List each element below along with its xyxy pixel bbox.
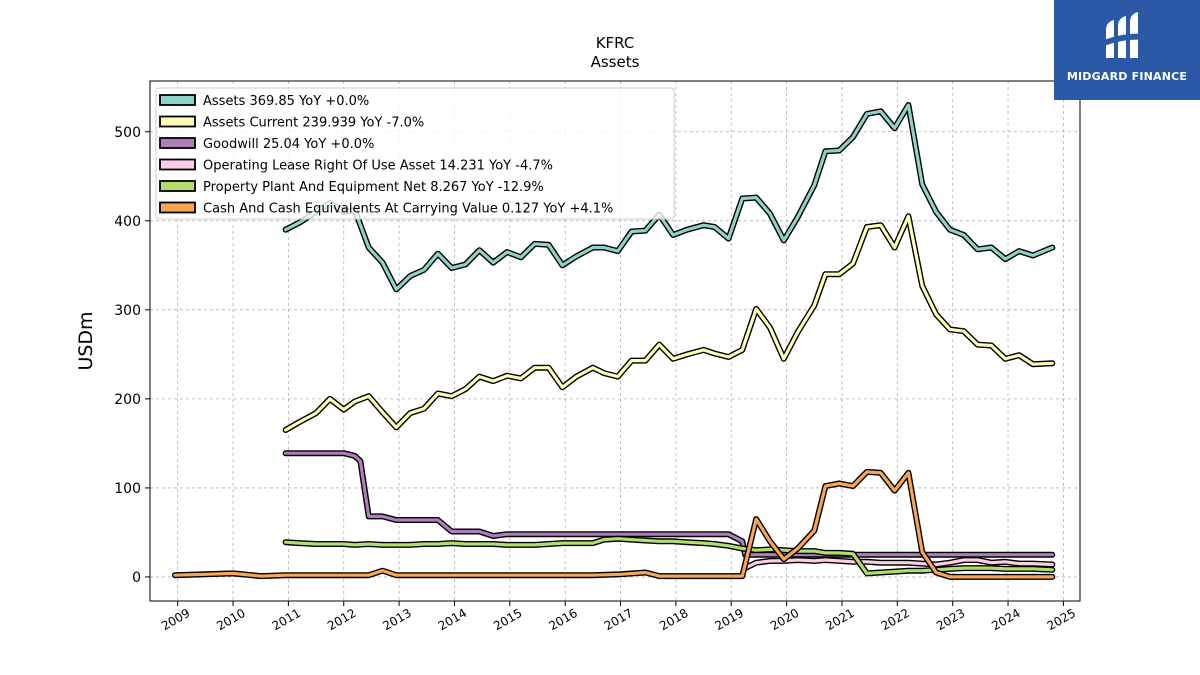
x-tick-label: 2010 bbox=[214, 606, 247, 633]
legend-swatch bbox=[159, 115, 196, 128]
y-tick-label: 100 bbox=[114, 481, 141, 497]
series-line-assets-current bbox=[284, 214, 1054, 432]
x-tick-label: 2015 bbox=[491, 606, 524, 633]
series-line-property-plant-and-equipment-net bbox=[284, 537, 1054, 575]
legend-label: Assets Current 239.939 YoY -7.0% bbox=[203, 116, 424, 131]
x-tick-label: 2011 bbox=[270, 606, 303, 633]
x-tick-label: 2014 bbox=[436, 606, 469, 633]
series-line-assets bbox=[284, 103, 1054, 291]
plot-frame bbox=[149, 80, 1081, 602]
y-tick-label: 400 bbox=[114, 214, 141, 230]
y-tick-label: 200 bbox=[114, 392, 141, 408]
y-axis-label: USDm bbox=[75, 311, 97, 370]
x-tick-label: 2022 bbox=[879, 606, 912, 633]
legend-swatch bbox=[159, 180, 196, 192]
legend-label: Property Plant And Equipment Net 8.267 Y… bbox=[203, 180, 544, 195]
legend-swatch bbox=[159, 137, 196, 149]
x-tick-label: 2016 bbox=[546, 606, 579, 633]
legend-swatch bbox=[159, 94, 196, 106]
legend-box bbox=[155, 87, 675, 220]
x-tick-label: 2012 bbox=[325, 606, 358, 633]
legend-label: Operating Lease Right Of Use Asset 14.23… bbox=[203, 159, 553, 174]
series-layer bbox=[171, 102, 1056, 580]
x-tick-label: 2024 bbox=[989, 606, 1022, 633]
x-tick-label: 2021 bbox=[823, 606, 856, 633]
series-outline-assets-current bbox=[282, 213, 1056, 433]
series-line-operating-lease-right-of-use-asset bbox=[743, 558, 1054, 570]
x-tick-label: 2013 bbox=[380, 606, 413, 633]
brand-logo: MIDGARD FINANCE bbox=[1054, 0, 1200, 100]
legend-label: Assets 369.85 YoY +0.0% bbox=[203, 94, 369, 109]
legend-label: Goodwill 25.04 YoY +0.0% bbox=[203, 137, 374, 152]
y-tick-label: 0 bbox=[132, 570, 141, 586]
x-tick-label: 2025 bbox=[1045, 606, 1078, 633]
y-tick-label: 300 bbox=[114, 303, 141, 319]
chart-title: KFRC bbox=[596, 34, 635, 52]
legend-swatch bbox=[159, 201, 196, 214]
x-tick-label: 2017 bbox=[602, 606, 635, 633]
y-tick-label: 500 bbox=[114, 125, 141, 141]
series-line-cash-and-cash-equivalents-at-carrying-value bbox=[173, 470, 1054, 579]
x-axis: 2009 2010 2011 2012 2013 2014 2015 2016 2017 2018… bbox=[159, 601, 1078, 633]
legend-label: Cash And Cash Equivalents At Carrying Va… bbox=[203, 202, 613, 217]
x-tick-label: 2009 bbox=[159, 606, 192, 633]
legend-swatch bbox=[159, 158, 196, 171]
x-tick-label: 2018 bbox=[657, 606, 690, 633]
x-tick-label: 2023 bbox=[934, 606, 967, 633]
y-axis: 0 100 200 300 400 500 bbox=[114, 125, 150, 586]
chart-subtitle: Assets bbox=[591, 53, 640, 71]
x-tick-label: 2019 bbox=[713, 606, 746, 633]
logo-mark-icon bbox=[1104, 12, 1146, 58]
x-tick-label: 2020 bbox=[768, 606, 801, 633]
legend: Assets 369.85 YoY +0.0% Assets Current 23… bbox=[155, 87, 675, 220]
logo-text: MIDGARD FINANCE bbox=[1066, 70, 1188, 83]
